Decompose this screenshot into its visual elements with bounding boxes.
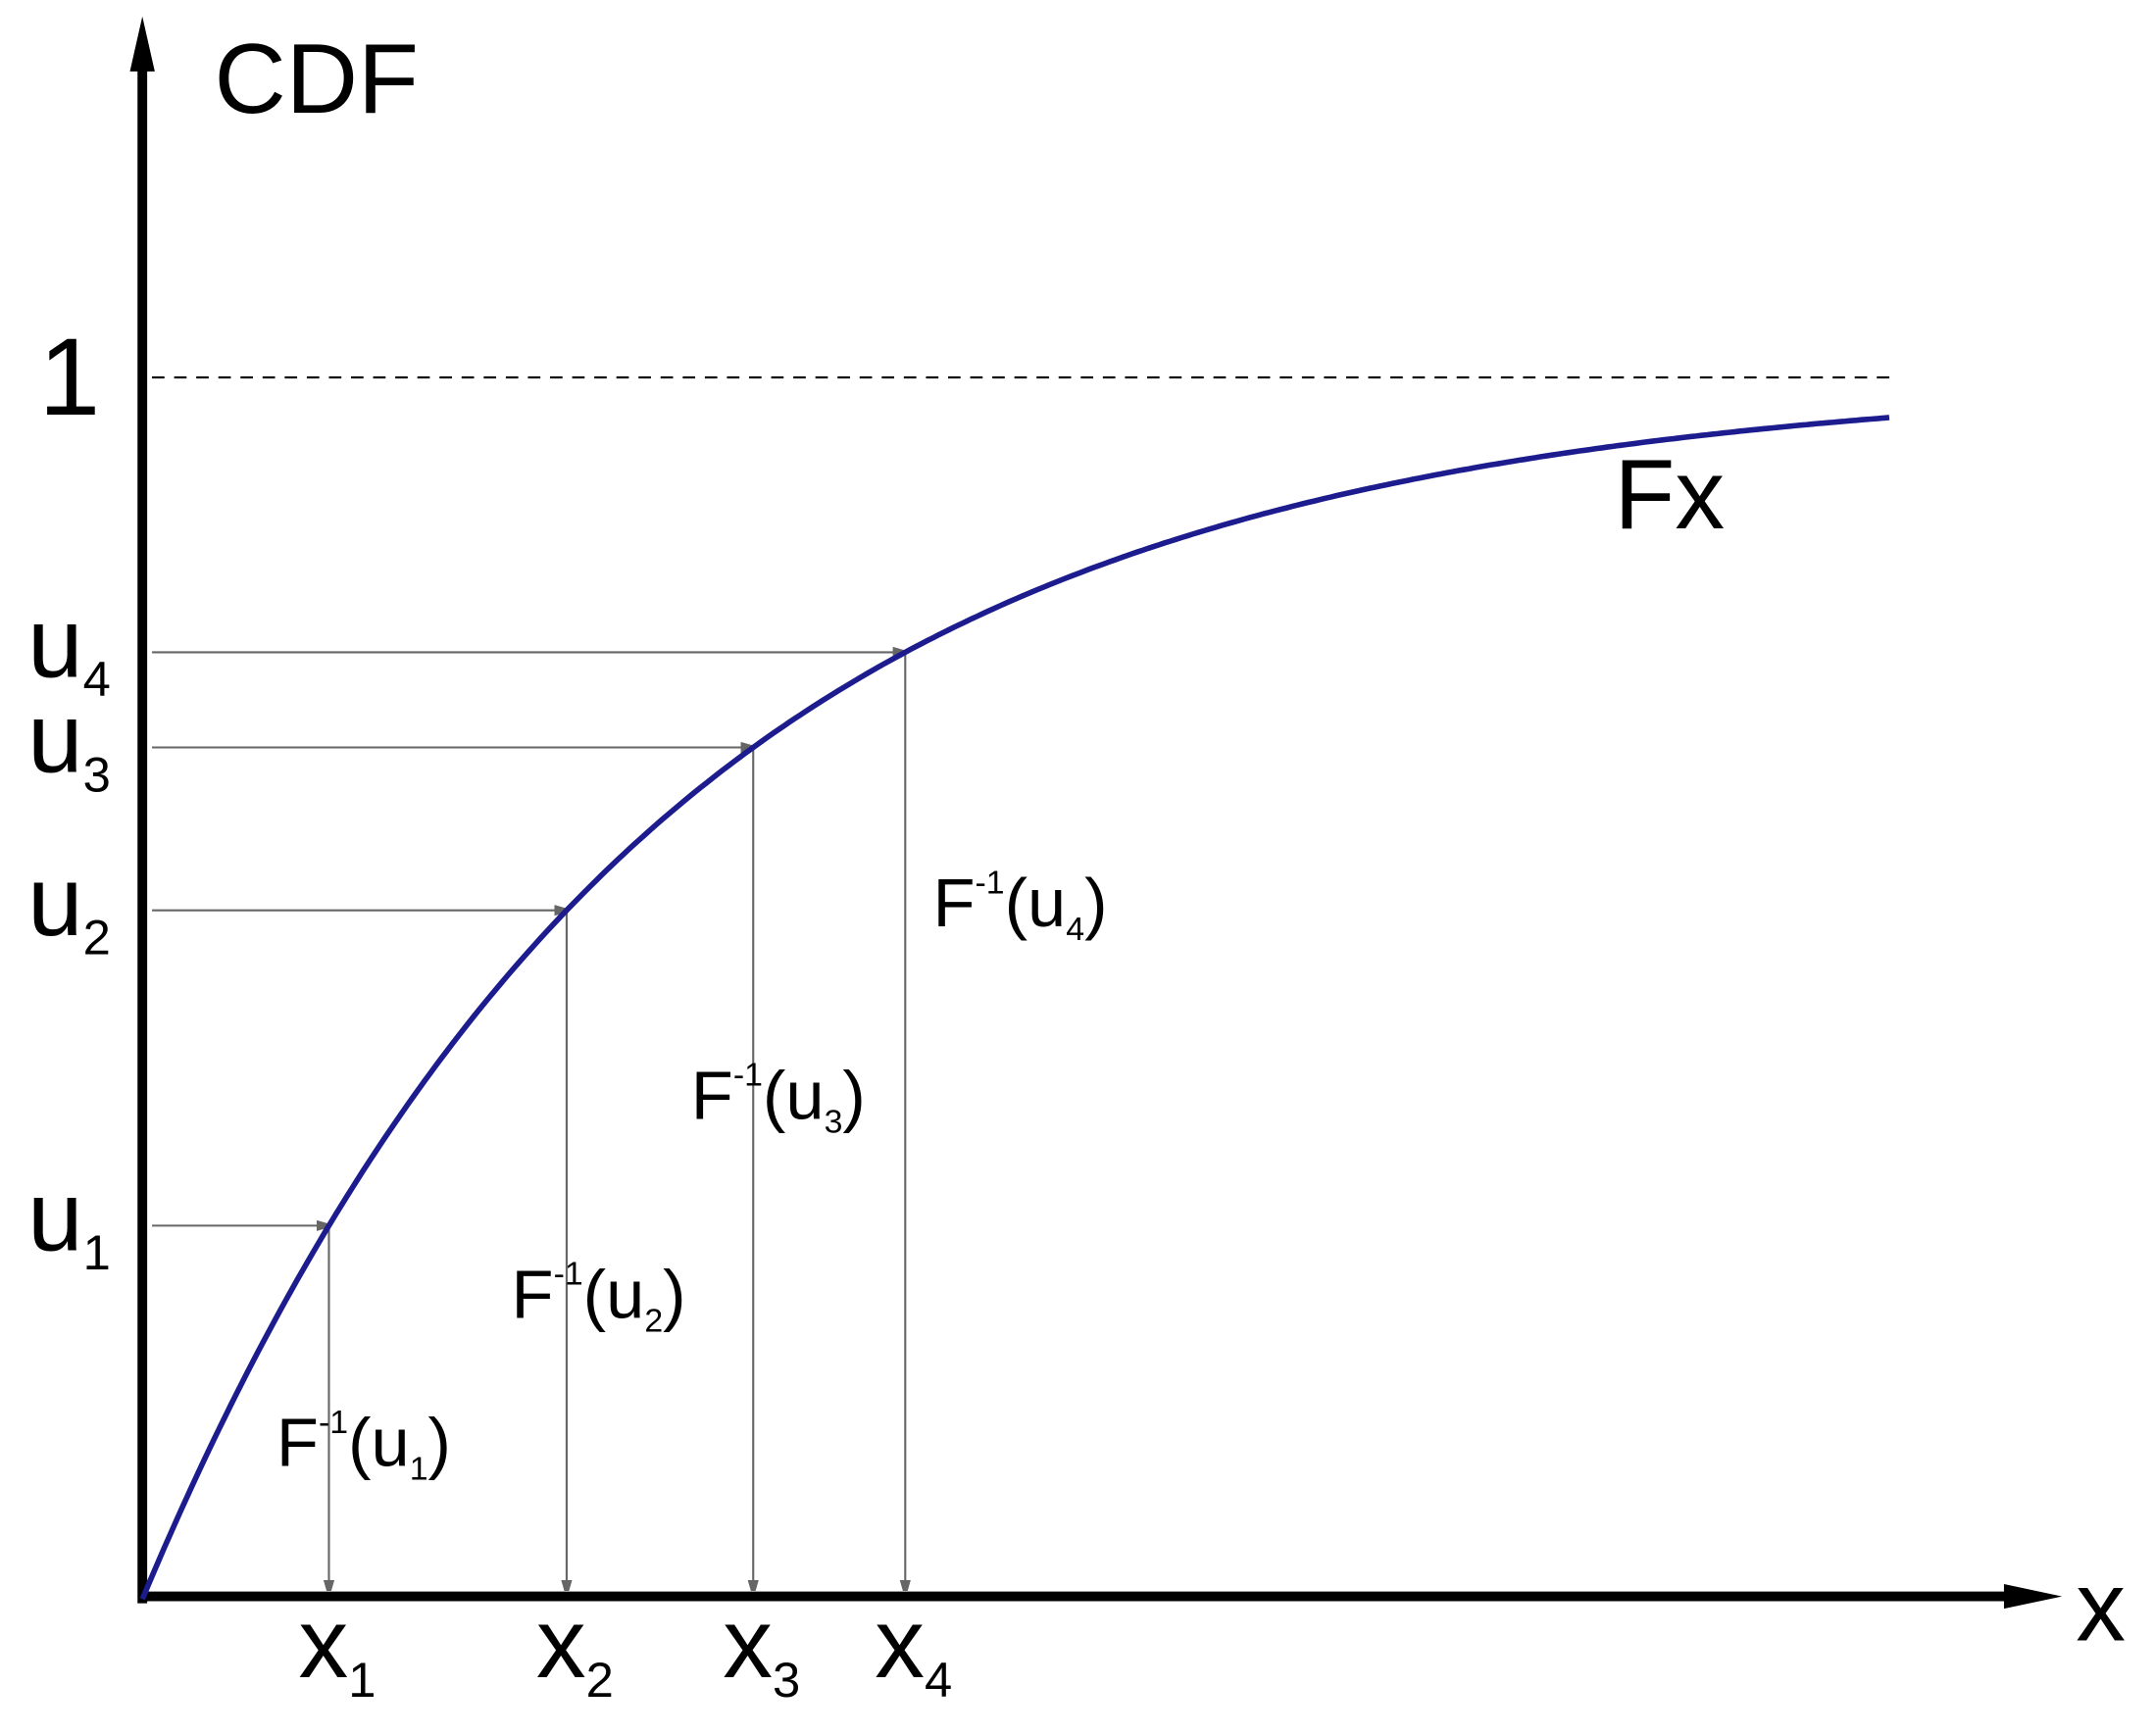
one-label: 1 xyxy=(38,315,100,438)
inverse-sup: -1 xyxy=(554,1256,583,1293)
x-label: x2 xyxy=(536,1588,614,1707)
u-base: u xyxy=(27,588,82,699)
inverse-label: F-1(u4) xyxy=(932,864,1107,948)
x-sub: 2 xyxy=(586,1652,614,1708)
u-sub: 1 xyxy=(83,1224,111,1280)
u-base: u xyxy=(27,1162,82,1272)
x-axis-arrow xyxy=(2003,1583,2063,1610)
x-base: x xyxy=(536,1588,586,1699)
inverse-open: (u xyxy=(1005,864,1067,941)
inverse-label: F-1(u3) xyxy=(691,1056,866,1140)
inverse-f: F xyxy=(276,1404,319,1481)
u-base: u xyxy=(27,683,82,794)
inverse-sub: 4 xyxy=(1066,911,1084,948)
inverse-sup: -1 xyxy=(319,1404,348,1441)
inverse-label: F-1(u1) xyxy=(276,1404,451,1488)
inverse-f: F xyxy=(512,1256,554,1333)
inverse-sup: -1 xyxy=(976,865,1005,902)
x-label: x1 xyxy=(298,1588,376,1707)
x-base: x xyxy=(875,1588,925,1699)
x-sub: 1 xyxy=(348,1652,376,1708)
x-label: x3 xyxy=(723,1588,800,1707)
u-label: u1 xyxy=(27,1162,111,1280)
x-base: x xyxy=(723,1588,773,1699)
y-axis-arrow xyxy=(129,16,155,72)
inverse-f: F xyxy=(691,1056,733,1133)
y-axis-label: CDF xyxy=(214,24,419,134)
curve-label: Fx xyxy=(1614,439,1725,550)
cdf-curve xyxy=(139,415,1890,1601)
x-label: x4 xyxy=(875,1588,952,1707)
x-sub: 4 xyxy=(925,1652,952,1708)
u-label: u4 xyxy=(27,588,111,707)
inverse-sub: 3 xyxy=(825,1103,843,1140)
u-sub: 3 xyxy=(83,746,111,802)
u-base: u xyxy=(27,846,82,957)
inverse-open: (u xyxy=(583,1256,645,1333)
u-sub: 4 xyxy=(83,651,111,707)
inverse-close: ) xyxy=(428,1404,451,1481)
inverse-close: ) xyxy=(1084,864,1107,941)
inverse-sub: 2 xyxy=(644,1302,663,1339)
inverse-close: ) xyxy=(663,1256,685,1333)
x-axis-label: x xyxy=(2076,1552,2126,1662)
u-label: u2 xyxy=(27,846,111,965)
x-sub: 3 xyxy=(773,1652,800,1708)
x-base: x xyxy=(298,1588,348,1699)
inverse-open: (u xyxy=(763,1056,825,1133)
u-label: u3 xyxy=(27,683,111,802)
inverse-sub: 1 xyxy=(410,1451,428,1488)
inverse-label: F-1(u2) xyxy=(512,1256,686,1340)
inverse-open: (u xyxy=(348,1404,410,1481)
inverse-f: F xyxy=(932,864,975,941)
inverse-sup: -1 xyxy=(733,1057,763,1094)
inverse-close: ) xyxy=(842,1056,865,1133)
u-sub: 2 xyxy=(83,910,111,966)
